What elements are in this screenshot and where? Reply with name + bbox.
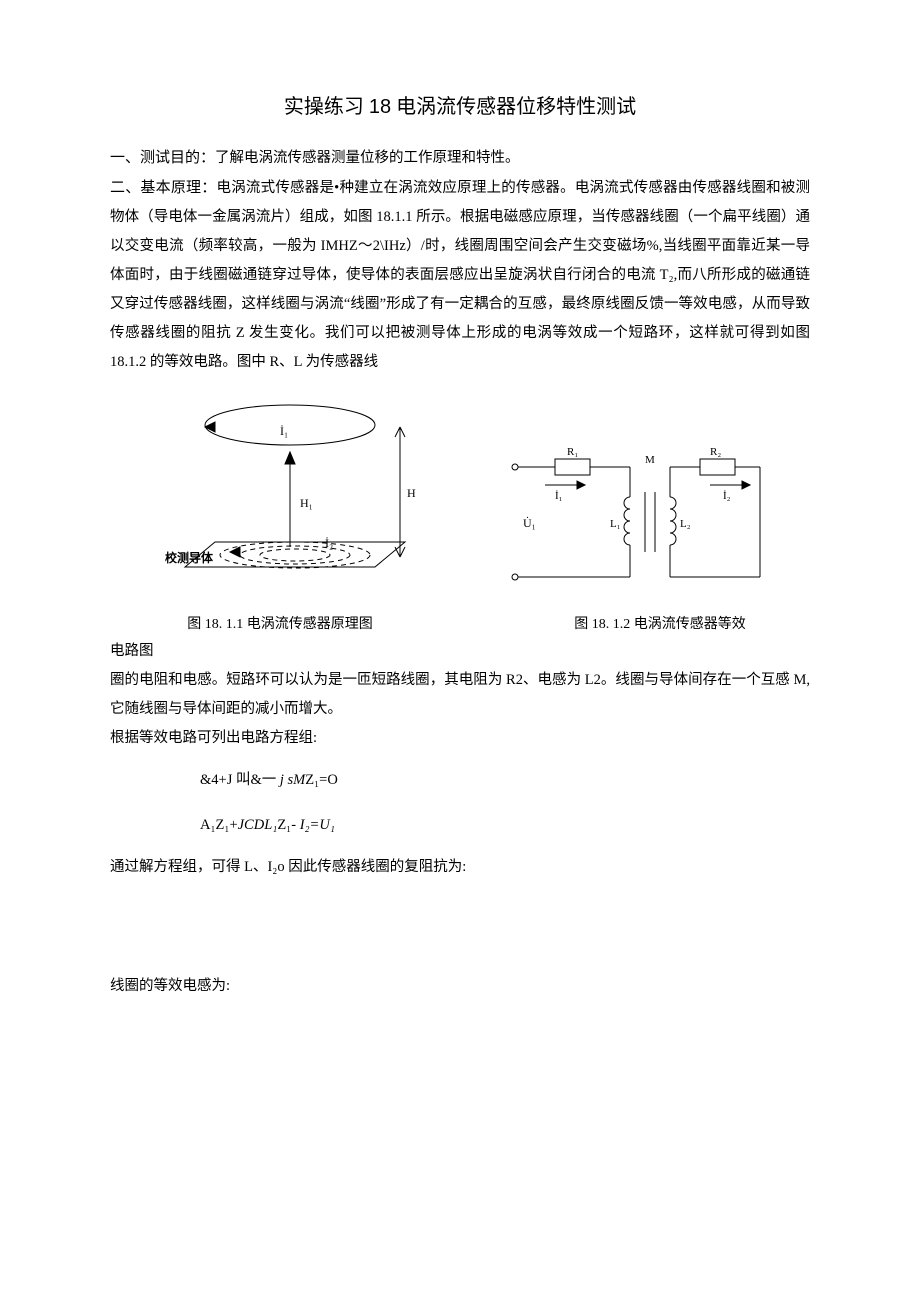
eq2-b: JCDL₁ (238, 817, 278, 833)
title-prefix: 实操练习 (284, 96, 369, 118)
section-2-label: 二、基本原理： (110, 180, 216, 196)
fig1-i1-label: İ₁ (280, 424, 288, 438)
figure-2-caption: 图 18. 1.2 电涡流传感器等效 (430, 613, 810, 633)
eq2-d: I₂=U₁ (300, 817, 335, 833)
fig1-h-label: H (407, 486, 416, 500)
fig2-i1: İ₁ (555, 490, 563, 502)
fig1-conductor-label: 校测导体 (165, 550, 214, 565)
figure-1-caption: 图 18. 1.1 电涡流传感器原理图 (110, 613, 430, 633)
eq1-part-b: Z₁=O (305, 772, 338, 788)
document-title: 实操练习 18 电涡流传感器位移特性测试 (110, 90, 810, 119)
postfig-line2: 圈的电阻和电感。短路环可以认为是一匝短路线圈，其电阻为 R2、电感为 L2。线圈… (110, 666, 810, 724)
fig2-l1: L₁ (610, 518, 621, 530)
title-suffix: 电涡流传感器位移特性测试 (391, 96, 636, 118)
fig2-r2: R₂ (710, 446, 721, 458)
section-2: 二、基本原理：电涡流式传感器是•种建立在涡流效应原理上的传感器。电涡流式传感器由… (110, 173, 810, 377)
postfig-line1: 电路图 (110, 637, 810, 666)
title-number: 18 (369, 96, 391, 118)
figure-captions: 图 18. 1.1 电涡流传感器原理图 图 18. 1.2 电涡流传感器等效 (110, 613, 810, 633)
section-1: 一、测试目的：了解电涡流传感器测量位移的工作原理和特性。 (110, 143, 810, 173)
equation-1: &4+J 叫&一 j sMZ₁=O (200, 763, 810, 798)
eq2-c: Z₁- (277, 817, 299, 833)
eq1-italic: j sM (280, 772, 305, 788)
fig1-h1-label: H₁ (300, 496, 313, 510)
equation-block: &4+J 叫&一 j sMZ₁=O A₁Z₁+JCDL₁Z₁- I₂=U₁ (110, 763, 810, 843)
section-1-label: 一、测试目的： (110, 150, 215, 166)
eq1-part-a: &4+J 叫&一 (200, 772, 280, 788)
postfig-line3: 根据等效电路可列出电路方程组: (110, 724, 810, 753)
eq2-a: A₁Z₁+ (200, 817, 238, 833)
figure-1-svg: İ₁ H H₁ İ₂ 校测导体 (145, 397, 435, 607)
fig2-r1: R₁ (567, 446, 578, 458)
blank-space (110, 882, 810, 972)
page-container: 实操练习 18 电涡流传感器位移特性测试 一、测试目的：了解电涡流传感器测量位移… (0, 0, 920, 1301)
fig2-m: M (645, 454, 655, 466)
fig2-u1: U̇₁ (523, 516, 536, 530)
figure-2-svg: R₁ R₂ (495, 437, 775, 607)
equation-2: A₁Z₁+JCDL₁Z₁- I₂=U₁ (200, 808, 810, 843)
fig1-i2-label: İ₂ (325, 536, 333, 550)
after-eq-1: 通过解方程组，可得 L、I₂o 因此传感器线圈的复阻抗为: (110, 853, 810, 882)
after-eq-2: 线圈的等效电感为: (110, 972, 810, 1001)
fig2-l2: L₂ (680, 518, 691, 530)
figures-row: İ₁ H H₁ İ₂ 校测导体 (110, 397, 810, 607)
section-1-body: 了解电涡流传感器测量位移的工作原理和特性。 (215, 150, 520, 166)
fig2-i2: İ₂ (723, 490, 731, 502)
section-2-body: 电涡流式传感器是•种建立在涡流效应原理上的传感器。电涡流式传感器由传感器线圈和被… (110, 180, 810, 370)
